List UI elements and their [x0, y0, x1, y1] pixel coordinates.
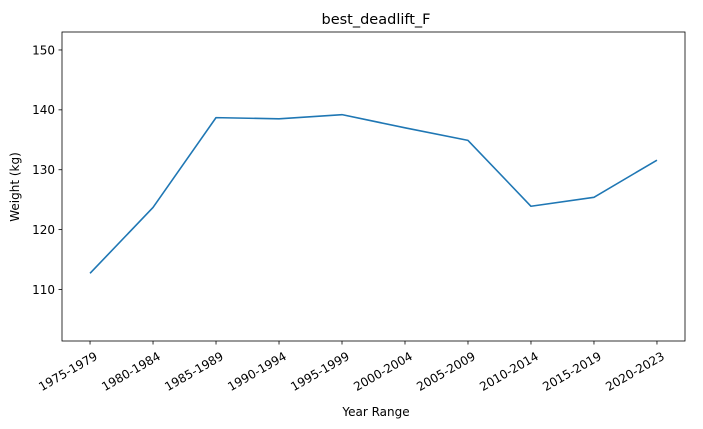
y-tick-label: 140	[32, 103, 55, 117]
x-axis-label: Year Range	[341, 405, 409, 419]
y-tick-label: 110	[32, 283, 55, 297]
chart-title: best_deadlift_F	[321, 12, 430, 28]
y-tick-label: 120	[32, 223, 55, 237]
plot-area-frame	[61, 31, 686, 342]
y-tick-label: 130	[32, 163, 55, 177]
series-line-0	[89, 113, 658, 274]
y-tick-label: 150	[32, 43, 55, 57]
y-axis: 110 120 130 140 150	[32, 43, 62, 297]
series-layer	[89, 113, 658, 274]
y-axis-label: Weight (kg)	[8, 152, 22, 222]
